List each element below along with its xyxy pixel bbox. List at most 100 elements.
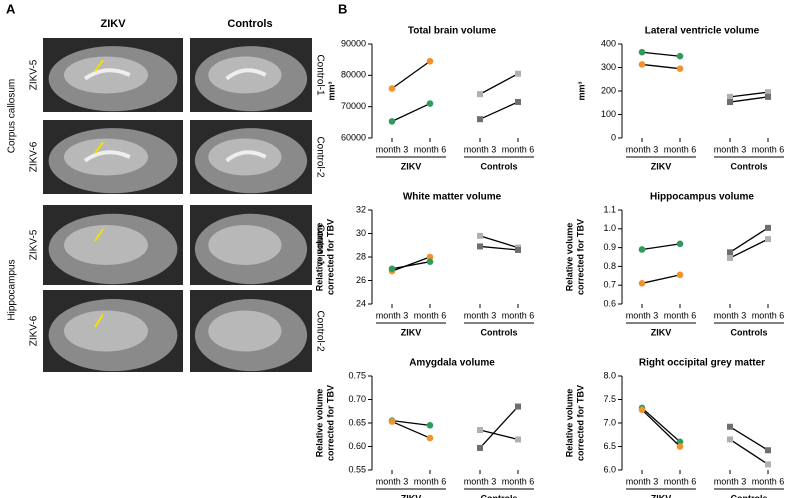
- point: [515, 246, 521, 253]
- point: [765, 224, 771, 231]
- series-line: [391, 256, 431, 272]
- x-tick-label: month 6: [664, 144, 697, 154]
- x-tick-label: month 6: [752, 144, 785, 154]
- y-tick-label: 24: [356, 298, 366, 308]
- x-tick-label: month 3: [714, 476, 747, 486]
- point: [388, 418, 396, 425]
- chart-title: White matter volume: [403, 192, 502, 203]
- y-tick-label: 1.1: [603, 204, 616, 214]
- x-tick-label: month 3: [714, 144, 747, 154]
- y-axis-label: corrected for TBV: [575, 219, 585, 295]
- y-tick-label: 0.60: [348, 441, 366, 451]
- y-tick-label: 0: [611, 132, 616, 142]
- x-tick-label: month 3: [376, 144, 409, 154]
- point: [515, 436, 521, 443]
- arrow: [94, 228, 104, 242]
- group-label: Controls: [481, 161, 518, 171]
- series-line: [479, 406, 519, 449]
- y-axis-label: mm³: [576, 81, 586, 100]
- series-line: [729, 426, 769, 451]
- chart-title: Hippocampus volume: [650, 192, 754, 203]
- y-tick-label: 28: [356, 251, 366, 261]
- x-tick-label: month 3: [626, 476, 659, 486]
- point: [426, 57, 434, 65]
- group-label: Controls: [731, 327, 768, 337]
- panel-label: A: [6, 1, 16, 16]
- x-tick-label: month 6: [414, 310, 447, 320]
- series-line: [729, 438, 769, 465]
- y-tick-label: 7.5: [603, 394, 616, 404]
- column-header: Controls: [227, 18, 272, 30]
- y-tick-label: 6.0: [603, 464, 616, 474]
- column-header: ZIKV: [100, 18, 126, 30]
- point: [515, 403, 521, 410]
- point: [727, 436, 733, 443]
- point: [388, 85, 396, 92]
- row-label: ZIKV-6: [29, 315, 40, 346]
- point: [765, 236, 771, 243]
- point: [477, 116, 483, 123]
- group-label: ZIKV: [401, 161, 422, 171]
- chart-title: Right occipital grey matter: [639, 358, 765, 369]
- y-axis-label: corrected for TBV: [325, 219, 335, 295]
- y-tick-label: 90000: [341, 38, 366, 48]
- brain-detail: [64, 310, 148, 352]
- x-tick-label: month 3: [464, 476, 497, 486]
- point: [765, 89, 771, 96]
- arrow: [94, 141, 104, 154]
- point: [727, 93, 733, 100]
- y-tick-label: 30: [356, 228, 366, 238]
- series-line: [479, 101, 519, 120]
- x-tick-label: month 3: [714, 310, 747, 320]
- corpus-callosum: [225, 68, 267, 81]
- point: [477, 232, 483, 239]
- y-axis-label: Relative volume: [314, 389, 324, 458]
- point: [426, 258, 434, 266]
- group-label: Controls: [731, 161, 768, 171]
- point: [388, 118, 396, 125]
- series-line: [641, 407, 681, 443]
- y-tick-label: 0.75: [348, 370, 366, 380]
- x-tick-label: month 6: [664, 310, 697, 320]
- series-line: [729, 96, 769, 103]
- x-tick-label: month 3: [376, 310, 409, 320]
- y-tick-label: 300: [601, 62, 616, 72]
- y-axis-label: Relative volume: [564, 223, 574, 292]
- x-tick-label: month 6: [414, 144, 447, 154]
- y-axis-label: Relative volume: [314, 223, 324, 292]
- row-label: ZIKV-6: [29, 141, 40, 172]
- y-tick-label: 80000: [341, 70, 366, 80]
- point: [477, 427, 483, 434]
- y-tick-label: 100: [601, 109, 616, 119]
- series-line: [479, 245, 519, 251]
- point: [477, 243, 483, 250]
- x-tick-label: month 6: [414, 476, 447, 486]
- x-tick-label: month 3: [376, 476, 409, 486]
- section-label: Corpus callosum: [7, 79, 18, 153]
- series-line: [641, 274, 681, 284]
- x-tick-label: month 6: [502, 144, 535, 154]
- y-tick-label: 1.0: [603, 223, 616, 233]
- y-tick-label: 7.0: [603, 417, 616, 427]
- x-tick-label: month 6: [502, 310, 535, 320]
- point: [638, 61, 646, 68]
- chart-title: Amygdala volume: [409, 358, 495, 369]
- series-line: [391, 261, 431, 270]
- row-label: Control-1: [314, 224, 325, 266]
- point: [426, 422, 434, 429]
- point: [638, 246, 646, 253]
- row-label: ZIKV-5: [29, 59, 40, 90]
- group-label: ZIKV: [651, 493, 672, 498]
- y-tick-label: 0.65: [348, 417, 366, 427]
- x-tick-label: month 3: [626, 144, 659, 154]
- series-line: [729, 91, 769, 98]
- point: [676, 240, 684, 248]
- point: [638, 406, 646, 414]
- panel-label: B: [338, 1, 347, 16]
- y-tick-label: 0.6: [603, 298, 616, 308]
- brain-detail: [64, 138, 148, 176]
- brain-detail: [208, 56, 282, 94]
- x-tick-label: month 6: [502, 476, 535, 486]
- point: [765, 93, 771, 100]
- row-label: Control-1: [314, 54, 325, 96]
